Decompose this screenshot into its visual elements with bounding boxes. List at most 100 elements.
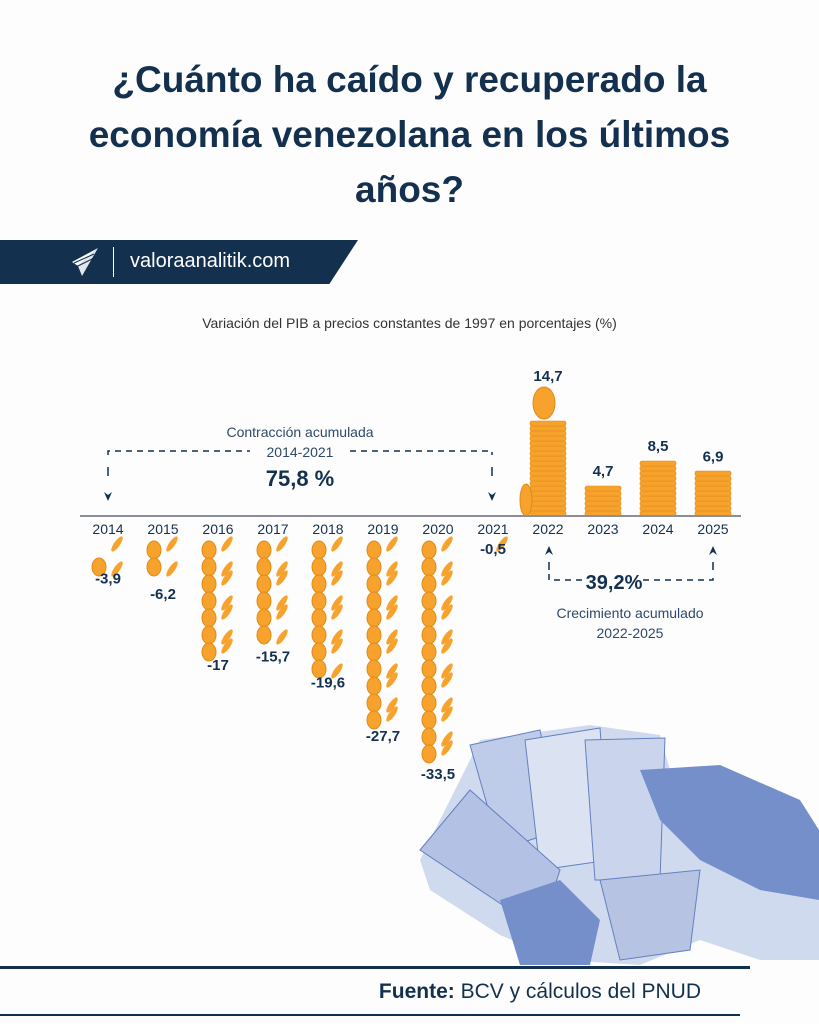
coin (386, 638, 398, 654)
bar-2014 (91, 536, 123, 577)
coin-layer (584, 500, 622, 507)
coin (386, 561, 398, 577)
coin (311, 591, 327, 611)
coin (331, 638, 343, 654)
coin (221, 561, 233, 577)
coin (421, 625, 437, 645)
source-note: Fuente: BCV y cálculos del PNUD (379, 980, 701, 1004)
coin (311, 625, 327, 645)
coin (201, 557, 217, 577)
source-label: Fuente: (378, 980, 455, 1003)
coin (331, 663, 343, 679)
coin (366, 642, 382, 662)
x-tick-label: 2019 (367, 521, 398, 537)
data-label: 14,7 (533, 368, 562, 385)
coin (146, 540, 162, 560)
coin (166, 536, 178, 552)
coin (276, 629, 288, 645)
coin (331, 570, 343, 586)
coin (421, 557, 437, 577)
coin (366, 710, 382, 730)
coin-layer (584, 505, 622, 512)
coin-layer (529, 465, 567, 472)
coin (366, 608, 382, 628)
bar-2024 (639, 460, 677, 517)
coin (91, 557, 107, 577)
coin-layer (694, 495, 732, 502)
coin-layer (639, 470, 677, 477)
coin (441, 706, 453, 722)
coin (366, 540, 382, 560)
coin-layer (529, 475, 567, 482)
coin (276, 570, 288, 586)
coin-layer (694, 480, 732, 487)
coin (331, 629, 343, 645)
coin-layer (639, 500, 677, 507)
coin-layer (694, 470, 732, 477)
x-tick-label: 2024 (642, 521, 673, 537)
coin (311, 659, 327, 679)
site-link[interactable]: valoraanalitik.com (130, 250, 291, 272)
coin (221, 638, 233, 654)
growth-label: Crecimiento acumulado (556, 605, 703, 621)
coin (386, 604, 398, 620)
coin (201, 574, 217, 594)
coin (311, 642, 327, 662)
coin-layer (529, 480, 567, 487)
x-tick-label: 2025 (697, 521, 728, 537)
bar-2016 (201, 536, 233, 662)
coin (256, 574, 272, 594)
coin-layer (529, 435, 567, 442)
x-tick-label: 2020 (422, 521, 453, 537)
coin (421, 693, 437, 713)
coin (421, 710, 437, 730)
coin (201, 642, 217, 662)
coin (146, 557, 162, 577)
top-coin (532, 386, 556, 420)
coin (421, 659, 437, 679)
coin-layer (529, 490, 567, 497)
coin (201, 608, 217, 628)
coin-layer (529, 440, 567, 447)
bar-2017 (256, 536, 288, 645)
coin (496, 536, 508, 552)
coin (386, 706, 398, 722)
coin (111, 561, 123, 577)
coin (441, 629, 453, 645)
coin (221, 536, 233, 552)
coin-layer (529, 445, 567, 452)
coin (441, 561, 453, 577)
brand-banner: valoraanalitik.com (0, 240, 358, 284)
coin-layer (529, 470, 567, 477)
data-label: 4,7 (593, 463, 614, 480)
coin-layer (639, 490, 677, 497)
coin (421, 727, 437, 747)
coin (441, 638, 453, 654)
coin (441, 570, 453, 586)
divider (113, 247, 114, 277)
coin (221, 570, 233, 586)
bar-2021 (496, 536, 508, 552)
growth-period: 2022-2025 (597, 625, 664, 641)
footer-divider (0, 966, 750, 969)
contraction-value: 75,8 % (266, 466, 335, 491)
coin (366, 574, 382, 594)
page-title: ¿Cuánto ha caído y recuperado la economí… (88, 59, 731, 210)
coin (366, 676, 382, 696)
coin (441, 697, 453, 713)
coin-layer (639, 465, 677, 472)
coin-layer (529, 450, 567, 457)
x-tick-label: 2022 (532, 521, 563, 537)
coin (421, 744, 437, 764)
coin-layer (639, 485, 677, 492)
coin (441, 663, 453, 679)
data-label: -27,7 (366, 728, 400, 745)
coin (386, 672, 398, 688)
coin (221, 629, 233, 645)
coin-layer (694, 500, 732, 507)
coin (256, 557, 272, 577)
coin (311, 608, 327, 628)
bar-2015 (146, 536, 178, 577)
coin-layer (584, 495, 622, 502)
